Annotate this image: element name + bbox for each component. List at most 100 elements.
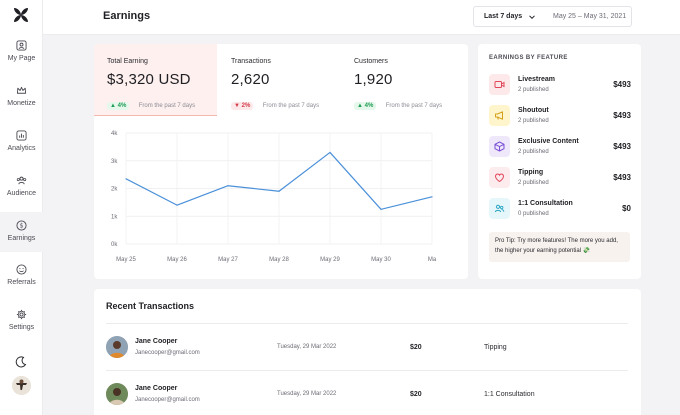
data-point xyxy=(431,196,433,198)
y-tick-label: 2k xyxy=(111,187,118,193)
stat-value: 1,920 xyxy=(354,71,393,88)
y-tick-label: 0k xyxy=(111,242,118,248)
stat-label: Transactions xyxy=(231,58,271,65)
feature-name: Livestream xyxy=(518,76,555,83)
stat-note: From the past 7 days xyxy=(262,103,320,109)
stat-note: From the past 7 days xyxy=(385,103,443,109)
sidebar-item-monetize[interactable]: Monetize xyxy=(0,85,43,125)
transaction-amount: $20 xyxy=(410,391,422,398)
stat-transactions[interactable]: Transactions 2,620 ▼ 2% From the past 7 … xyxy=(218,44,341,116)
change-badge: ▲ 4% xyxy=(107,102,130,110)
stat-value: 2,620 xyxy=(231,71,270,88)
customer-email: Janecooper@gmail.com xyxy=(135,350,200,356)
table-row[interactable]: Jane Cooper Janecooper@gmail.com Tuesday… xyxy=(106,370,628,415)
feature-amount: $493 xyxy=(613,80,631,89)
stat-label: Customers xyxy=(354,58,388,65)
x-tick-label: May 28 xyxy=(269,257,289,263)
date-range-display[interactable]: May 25 – May 31, 2021 xyxy=(545,6,632,27)
customer-name: Jane Cooper xyxy=(135,385,178,392)
stat-value: $3,320 USD xyxy=(107,71,191,88)
sidebar-item-audience[interactable]: Audience xyxy=(0,175,43,215)
feature-published: 2 published xyxy=(518,149,549,155)
video-icon xyxy=(494,81,505,88)
stat-customers[interactable]: Customers 1,920 ▲ 4% From the past 7 day… xyxy=(341,44,464,116)
avatar[interactable] xyxy=(12,376,31,395)
gear-icon xyxy=(16,309,27,320)
transaction-amount: $20 xyxy=(410,344,422,351)
data-point xyxy=(380,208,382,210)
sidebar-item-my-page[interactable]: My Page xyxy=(0,40,43,80)
recent-transactions-card: Recent Transactions Jane Cooper Janecoop… xyxy=(94,289,641,415)
data-point xyxy=(227,185,229,187)
feature-amount: $493 xyxy=(613,142,631,151)
data-point xyxy=(278,190,280,192)
megaphone-icon xyxy=(495,111,503,120)
transaction-date: Tuesday, 29 Mar 2022 xyxy=(277,391,337,397)
data-point xyxy=(176,204,178,206)
crown-icon xyxy=(16,86,27,94)
feature-published: 0 published xyxy=(518,211,549,217)
sidebar-item-label: Earnings xyxy=(7,235,36,242)
x-tick-label: May 25 xyxy=(116,257,136,263)
sidebar-item-label: Monetize xyxy=(7,100,36,107)
moon-icon[interactable] xyxy=(15,356,27,368)
people-icon xyxy=(16,176,27,185)
section-heading: EARNINGS BY FEATURE xyxy=(489,55,568,61)
sidebar-item-label: Audience xyxy=(6,190,37,197)
earnings-line-chart: 0k 1k 2k 3k 4k May 25 May 26 May 27 May 28 May 29… xyxy=(111,131,437,263)
feature-row-consultation[interactable]: 1:1 Consultation 0 published $0 xyxy=(489,198,631,220)
data-point xyxy=(329,151,331,154)
feature-row-livestream[interactable]: Livestream 2 published $493 xyxy=(489,74,631,96)
sidebar-item-label: My Page xyxy=(7,55,36,62)
y-tick-label: 3k xyxy=(111,159,118,165)
y-tick-label: 1k xyxy=(111,214,118,220)
feature-name: Tipping xyxy=(518,169,544,176)
box-icon xyxy=(494,141,505,152)
feature-published: 2 published xyxy=(518,180,549,186)
users-icon xyxy=(494,204,505,213)
heart-icon xyxy=(495,173,504,183)
transaction-feature: 1:1 Consultation xyxy=(484,391,535,398)
top-header: Earnings Last 7 days May 25 – May 31, 20… xyxy=(43,0,680,35)
app-logo[interactable] xyxy=(12,6,30,24)
sidebar-item-analytics[interactable]: Analytics xyxy=(0,130,43,170)
x-tick-label: May 29 xyxy=(320,257,340,263)
avatar xyxy=(106,383,128,405)
earnings-by-feature-card: EARNINGS BY FEATURE Livestream 2 publish… xyxy=(478,44,641,279)
user-square-icon xyxy=(16,40,27,51)
x-tick-label: May 27 xyxy=(218,257,238,263)
feature-name: Shoutout xyxy=(518,107,549,114)
change-badge: ▲ 4% xyxy=(354,102,377,110)
stat-note: From the past 7 days xyxy=(138,103,196,109)
table-row[interactable]: Jane Cooper Janecooper@gmail.com Tuesday… xyxy=(106,323,628,369)
stat-label: Total Earning xyxy=(107,58,148,65)
svg-text:$: $ xyxy=(20,223,24,230)
chevron-down-icon xyxy=(529,15,535,20)
customer-email: Janecooper@gmail.com xyxy=(135,397,200,403)
feature-amount: $493 xyxy=(613,173,631,182)
transaction-date: Tuesday, 29 Mar 2022 xyxy=(277,344,337,350)
section-title: Recent Transactions xyxy=(106,301,195,311)
y-tick-label: 4k xyxy=(111,131,118,137)
page-title: Earnings xyxy=(103,10,151,22)
feature-row-tipping[interactable]: Tipping 2 published $493 xyxy=(489,167,631,189)
x-tick-label: May 30 xyxy=(371,257,391,263)
pro-tip: Pro Tip: Try more features! The more you… xyxy=(489,232,630,262)
feature-amount: $0 xyxy=(622,204,631,213)
data-point xyxy=(125,178,127,180)
sidebar-item-referrals[interactable]: Referrals xyxy=(0,264,43,304)
sidebar-item-earnings[interactable]: $ Earnings xyxy=(0,212,43,252)
change-badge: ▼ 2% xyxy=(231,102,254,110)
chart-icon xyxy=(16,130,27,141)
sidebar-item-label: Referrals xyxy=(7,279,36,286)
earnings-overview-card: Total Earning $3,320 USD ▲ 4% From the p… xyxy=(94,44,468,279)
avatar xyxy=(106,336,128,358)
date-range-select-value: Last 7 days xyxy=(484,13,523,20)
stat-total-earning[interactable]: Total Earning $3,320 USD ▲ 4% From the p… xyxy=(94,44,217,116)
sidebar-item-settings[interactable]: Settings xyxy=(0,309,43,349)
feature-published: 2 published xyxy=(518,87,549,93)
feature-row-shoutout[interactable]: Shoutout 2 published $493 xyxy=(489,105,631,127)
feature-row-exclusive-content[interactable]: Exclusive Content 2 published $493 xyxy=(489,136,631,158)
transaction-feature: Tipping xyxy=(484,344,507,351)
smile-icon xyxy=(16,264,27,275)
